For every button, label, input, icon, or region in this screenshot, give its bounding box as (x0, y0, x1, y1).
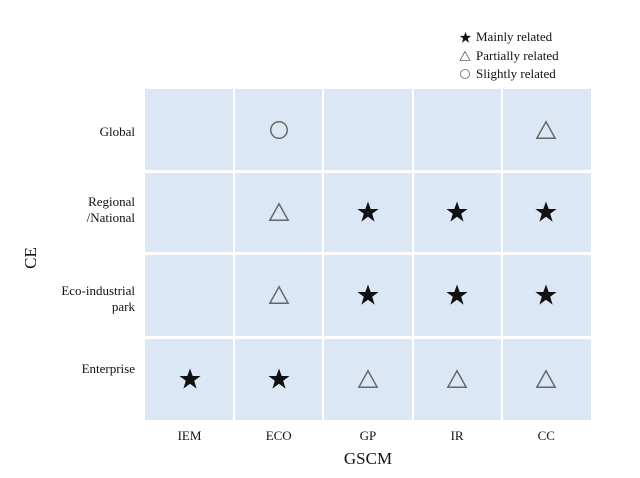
triangle-icon (268, 201, 290, 223)
star-icon (267, 367, 291, 391)
triangle-icon (458, 50, 472, 62)
triangle-icon (268, 284, 290, 306)
y-axis-title: CE (20, 247, 40, 269)
matrix-cell (413, 171, 502, 253)
matrix-cell (413, 253, 502, 337)
matrix-cell (145, 89, 234, 171)
matrix-cell (145, 171, 234, 253)
circle-icon (268, 119, 290, 141)
matrix-cell (323, 253, 412, 337)
star-icon (534, 283, 558, 307)
legend-label: Mainly related (476, 29, 553, 45)
star-icon (445, 283, 469, 307)
triangle-icon (535, 119, 557, 141)
matrix-cell (234, 171, 323, 253)
column-label: GP (359, 428, 377, 443)
star-icon (458, 31, 472, 44)
legend-item-circle: Slightly related (458, 65, 559, 84)
star-icon (178, 367, 202, 391)
matrix-cell (323, 171, 412, 253)
grid-divider-horizontal (145, 252, 591, 255)
matrix-cell (234, 337, 323, 420)
row-label: Regional /National (86, 194, 135, 225)
x-axis-title: GSCM (343, 449, 393, 468)
grid-divider-horizontal (145, 336, 591, 339)
column-label: IEM (177, 428, 202, 443)
triangle-icon (357, 368, 379, 390)
legend: Mainly related Partially related Slightly … (458, 28, 559, 84)
column-label: CC (537, 428, 555, 443)
matrix-cell (323, 89, 412, 171)
matrix-cell (323, 337, 412, 420)
row-label: Enterprise (81, 361, 135, 376)
matrix-cell (234, 253, 323, 337)
legend-label: Slightly related (476, 66, 556, 82)
legend-label: Partially related (476, 47, 559, 63)
triangle-icon (535, 368, 557, 390)
star-icon (445, 200, 469, 224)
row-label: Global (99, 124, 135, 139)
matrix-cell (502, 253, 591, 337)
matrix-row (145, 89, 591, 171)
column-label: ECO (265, 428, 292, 443)
matrix-cell (145, 253, 234, 337)
matrix-cell (145, 337, 234, 420)
matrix-cell (413, 337, 502, 420)
matrix-row (145, 171, 591, 253)
circle-icon (458, 68, 472, 80)
star-icon (534, 200, 558, 224)
matrix-row (145, 253, 591, 337)
matrix-cell (413, 89, 502, 171)
legend-item-star: Mainly related (458, 28, 559, 47)
grid-divider-horizontal (145, 170, 591, 173)
matrix-cell (502, 337, 591, 420)
column-label: IR (450, 428, 464, 443)
matrix-grid (145, 89, 591, 420)
star-icon (356, 200, 380, 224)
matrix-row (145, 337, 591, 420)
row-label: Eco-industrial park (61, 283, 135, 314)
triangle-icon (446, 368, 468, 390)
legend-item-triangle: Partially related (458, 47, 559, 66)
matrix-cell (502, 171, 591, 253)
matrix-cell (234, 89, 323, 171)
matrix-cell (502, 89, 591, 171)
star-icon (356, 283, 380, 307)
